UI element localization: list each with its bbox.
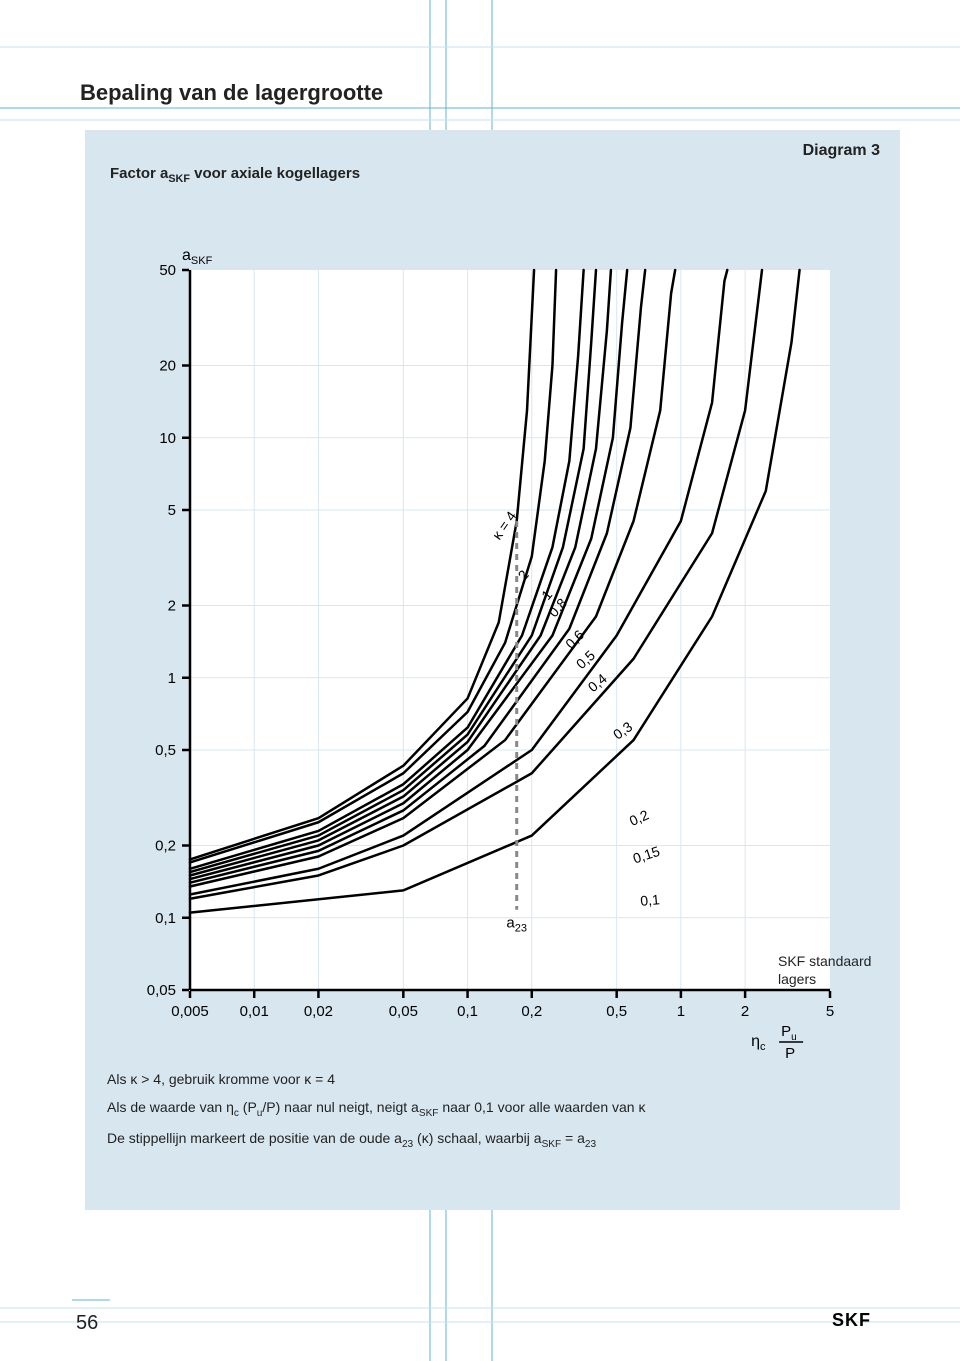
chart-area: a23κ = 4210,80,60,50,40,30,20,150,10,050… (190, 250, 850, 1010)
footer-logo: SKF (832, 1310, 896, 1335)
svg-text:50: 50 (159, 262, 176, 279)
note-line: Als κ > 4, gebruik kromme voor κ = 4 (107, 1065, 645, 1093)
note-line: De stippellijn markeert de positie van d… (107, 1124, 645, 1155)
diagram-panel: Diagram 3 Factor aSKF voor axiale kogell… (85, 130, 900, 1210)
svg-text:0,05: 0,05 (147, 982, 176, 999)
svg-text:20: 20 (159, 358, 176, 375)
page-title: Bepaling van de lagergrootte (80, 80, 383, 106)
page: Bepaling van de lagergrootte Diagram 3 F… (0, 0, 960, 1361)
svg-text:0,1: 0,1 (457, 1003, 478, 1020)
subtitle-pre: Factor a (110, 165, 168, 182)
svg-text:0,2: 0,2 (521, 1003, 542, 1020)
svg-text:0,02: 0,02 (304, 1003, 333, 1020)
svg-text:P: P (785, 1045, 795, 1062)
page-number: 56 (76, 1312, 98, 1335)
svg-text:aSKF: aSKF (182, 247, 213, 267)
logo-text: SKF (832, 1310, 871, 1330)
skf-standard-label: SKF standaard lagers (778, 952, 888, 988)
diagram-number-label: Diagram 3 (803, 142, 880, 160)
subtitle-sub: SKF (168, 173, 190, 185)
panel-subtitle: Factor aSKF voor axiale kogellagers (110, 165, 360, 185)
notes-block: Als κ > 4, gebruik kromme voor κ = 4Als … (107, 1065, 645, 1155)
subtitle-post: voor axiale kogellagers (190, 165, 360, 182)
svg-text:2: 2 (168, 598, 176, 615)
svg-text:0,1: 0,1 (640, 891, 661, 909)
note-line: Als de waarde van ηc (Pu/P) naar nul nei… (107, 1093, 645, 1124)
svg-text:10: 10 (159, 430, 176, 447)
svg-text:1: 1 (168, 670, 176, 687)
svg-text:Pu: Pu (781, 1023, 797, 1043)
svg-text:2: 2 (741, 1003, 749, 1020)
svg-text:5: 5 (168, 502, 176, 519)
svg-text:0,5: 0,5 (155, 742, 176, 759)
svg-text:ηc: ηc (751, 1033, 766, 1053)
svg-text:5: 5 (826, 1003, 834, 1020)
chart-svg: a23κ = 4210,80,60,50,40,30,20,150,10,050… (190, 250, 900, 1050)
svg-text:1: 1 (677, 1003, 685, 1020)
svg-text:0,05: 0,05 (389, 1003, 418, 1020)
svg-text:0,1: 0,1 (155, 910, 176, 927)
svg-text:0,01: 0,01 (240, 1003, 269, 1020)
svg-text:0,005: 0,005 (171, 1003, 209, 1020)
svg-text:0,5: 0,5 (606, 1003, 627, 1020)
svg-text:0,2: 0,2 (155, 838, 176, 855)
